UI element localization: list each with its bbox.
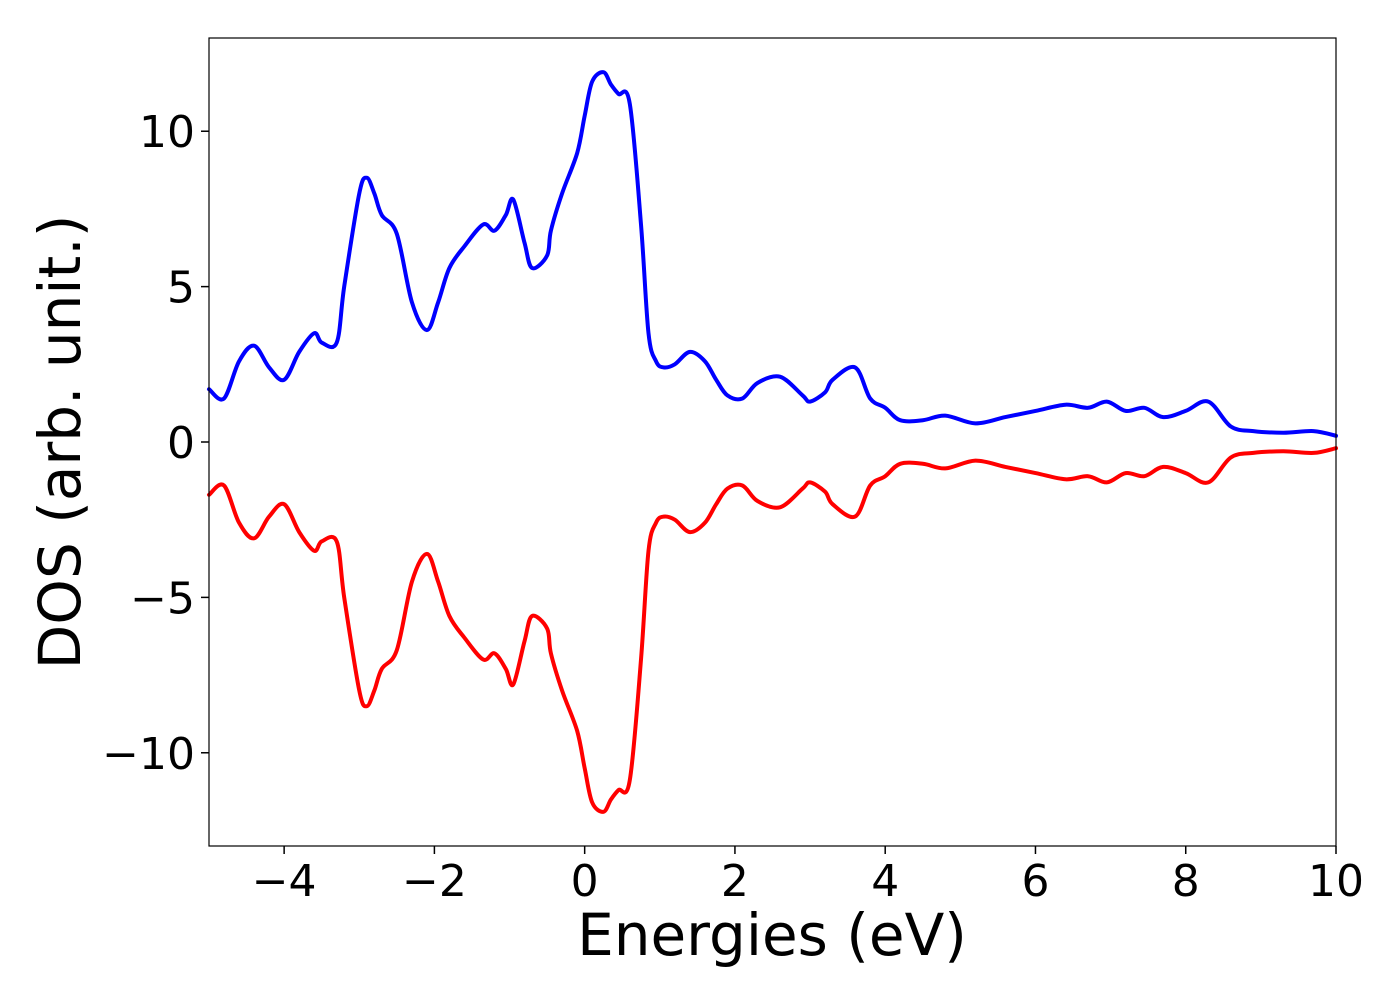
- x-tick-label: −4: [252, 856, 317, 907]
- x-tick-label: 0: [571, 856, 599, 907]
- y-tick-label: −10: [102, 729, 195, 780]
- x-tick-label: 6: [1021, 856, 1049, 907]
- y-tick-label: 0: [167, 418, 195, 469]
- series-layer: [207, 70, 1338, 814]
- x-tick-label: 8: [1172, 856, 1200, 907]
- tick-layer: −4 −2 0 2 4 6 8 10 −10 −5 0 5 10: [102, 107, 1364, 907]
- x-axis-label: Energies (eV): [577, 901, 967, 969]
- plot-frame: [208, 37, 1337, 847]
- y-tick-label: −5: [130, 573, 195, 624]
- series-line-spin-up: [207, 70, 1338, 438]
- x-tick-label: 10: [1308, 856, 1364, 907]
- series-line-spin-down: [207, 446, 1338, 814]
- y-tick-label: 5: [167, 263, 195, 314]
- x-tick-label: −2: [402, 856, 467, 907]
- x-tick-label: 2: [721, 856, 749, 907]
- y-tick-label: 10: [139, 107, 195, 158]
- x-tick-label: 4: [871, 856, 899, 907]
- y-axis-label: DOS (arb. unit.): [26, 215, 94, 670]
